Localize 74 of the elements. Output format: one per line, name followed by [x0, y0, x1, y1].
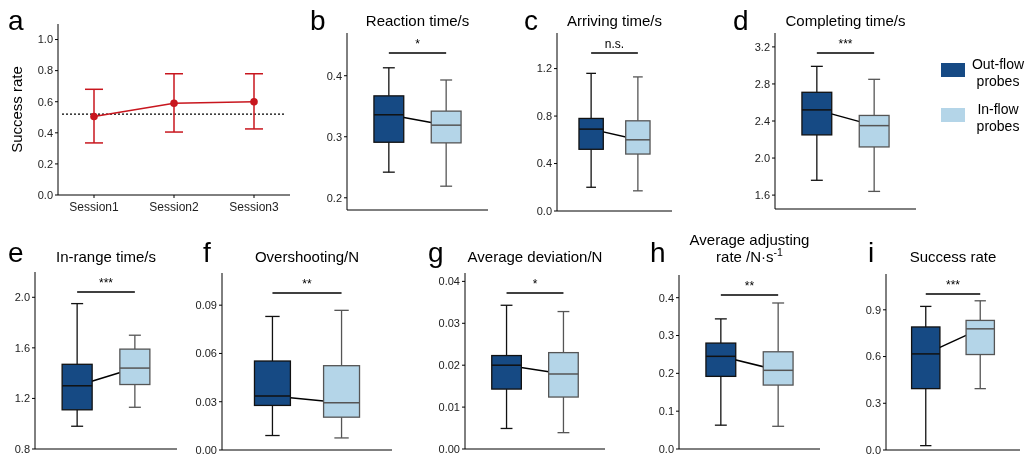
y-tick-label: 0.02 [438, 359, 460, 372]
y-tick-label: 0.6 [865, 350, 881, 363]
annotation: *** [945, 278, 961, 292]
text: g [428, 237, 444, 268]
annotation: *** [98, 276, 114, 290]
y-tick-label: 0.2 [658, 367, 674, 380]
chart-title: Arriving time/s [566, 12, 663, 29]
y-tick-label: 0.1 [658, 405, 674, 418]
y-tick-label: 2.0 [754, 151, 770, 164]
y-tick-label: 0.9 [865, 303, 881, 316]
y-tick-label: 0.2 [326, 191, 342, 204]
y-tick-label: 0.3 [865, 397, 881, 410]
x-tick-label: Session1 [69, 200, 119, 214]
y-axis-title: Success rate [8, 66, 25, 153]
chart-title: In-range time/s [55, 248, 157, 265]
y-tick-label: 1.6 [14, 341, 30, 354]
point [90, 112, 98, 121]
x-tick-label: Session2 [149, 200, 199, 214]
y-tick-label: 1.0 [37, 33, 53, 46]
y-tick-label: 1.6 [754, 188, 770, 201]
point [250, 97, 258, 106]
y-tick-label: 0.8 [37, 64, 53, 77]
y-tick-label: 0.00 [195, 443, 217, 456]
y-tick-label: 0.3 [326, 130, 342, 143]
y-tick-label: 0.4 [37, 126, 53, 139]
y-tick-label: 0.4 [326, 69, 342, 82]
chart-title: Success rate [909, 248, 997, 265]
annotation: *** [838, 37, 853, 51]
annotation: * [532, 277, 538, 291]
y-tick-label: 0.0 [536, 204, 552, 217]
point [170, 99, 178, 108]
y-tick-label: 0.04 [438, 275, 460, 288]
text: h [650, 237, 666, 268]
legend-label: In-flow probes [976, 101, 1020, 134]
text: i [868, 237, 875, 268]
text: b [310, 5, 326, 36]
text: e [8, 237, 24, 268]
legend-label: Out-flow probes [971, 56, 1025, 89]
y-tick-label: 0.8 [536, 109, 552, 122]
y-tick-label: 0.06 [195, 347, 217, 360]
y-tick-label: 0.3 [658, 329, 674, 342]
text: a [8, 5, 24, 36]
y-tick-label: 0.09 [195, 299, 217, 312]
text: c [524, 5, 538, 36]
y-tick-label: 0.6 [37, 95, 53, 108]
y-tick-label: 1.2 [536, 62, 552, 75]
chart-title: Average adjusting rate /N·s$^{-1}$ [689, 231, 810, 265]
text: f [203, 237, 211, 268]
y-tick-label: 0.0 [658, 442, 674, 455]
y-tick-label: 0.0 [865, 443, 881, 456]
annotation: n.s. [604, 37, 625, 51]
chart-title: Average deviation/N [467, 248, 603, 265]
y-tick-label: 0.01 [438, 400, 460, 413]
y-tick-label: 3.2 [754, 40, 770, 53]
annotation: * [415, 37, 421, 51]
y-tick-label: 2.4 [754, 114, 770, 127]
chart-title: Overshooting/N [254, 248, 360, 265]
y-tick-label: 2.0 [14, 291, 30, 304]
chart-title: Reaction time/s [365, 12, 470, 29]
y-tick-label: 0.4 [536, 157, 552, 170]
y-tick-label: 0.03 [438, 317, 460, 330]
y-tick-label: 0.00 [438, 442, 460, 455]
x-tick-label: Session3 [229, 200, 279, 214]
y-tick-label: 0.0 [37, 188, 53, 201]
annotation: ** [744, 279, 755, 293]
y-tick-label: 2.8 [754, 77, 770, 90]
y-tick-label: 1.2 [14, 392, 30, 405]
y-tick-label: 0.2 [37, 157, 53, 170]
chart-title: Completing time/s [785, 12, 906, 29]
annotation: ** [302, 277, 312, 291]
y-tick-label: 0.4 [658, 291, 674, 304]
y-tick-label: 0.03 [195, 395, 217, 408]
text: d [733, 5, 749, 36]
y-tick-label: 0.8 [14, 442, 30, 455]
